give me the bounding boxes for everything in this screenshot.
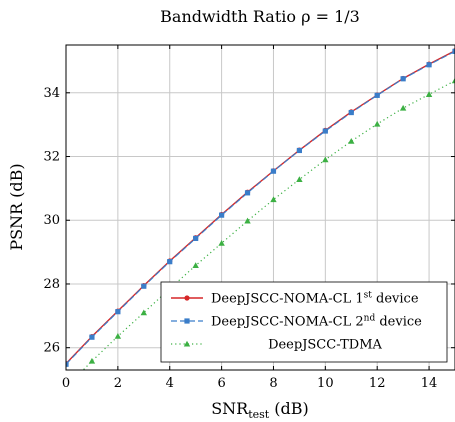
series-3-marker — [348, 138, 355, 144]
series-2-marker — [115, 309, 121, 315]
x-tick-label: 6 — [217, 376, 225, 391]
x-axis-label-unit: (dB) — [269, 399, 309, 418]
series-2-marker — [374, 92, 380, 98]
y-tick-label: 30 — [43, 213, 60, 228]
x-tick-label: 10 — [317, 376, 334, 391]
legend-entry-3: DeepJSCC-TDMA — [171, 338, 383, 353]
series-2-marker — [219, 212, 225, 218]
series-3-marker — [374, 120, 381, 127]
legend: DeepJSCC-NOMA-CL 1st deviceDeepJSCC-NOMA… — [160, 281, 448, 363]
y-tick-label: 28 — [43, 277, 60, 292]
series-2-marker — [141, 283, 147, 289]
x-tick-label: 8 — [269, 376, 277, 391]
y-axis-label: PSNR (dB) — [7, 163, 26, 250]
legend-entry-1: DeepJSCC-NOMA-CL 1st device — [171, 291, 419, 307]
series-3-marker — [140, 309, 147, 316]
x-tick-label: 12 — [369, 376, 386, 391]
series-3-marker — [218, 239, 225, 246]
series-2-marker — [167, 259, 173, 265]
series-3-marker — [192, 262, 199, 269]
series-2-marker — [322, 128, 328, 134]
series-2-marker — [270, 168, 277, 174]
legend-entry-2: DeepJSCC-NOMA-CL 2nd device — [171, 314, 422, 330]
series-2-marker — [426, 62, 432, 68]
series-3-marker — [244, 217, 251, 224]
series-2-marker — [193, 235, 199, 242]
legend-label: DeepJSCC-NOMA-CL 2nd device — [211, 314, 422, 330]
series-2-marker — [400, 76, 406, 82]
legend-box — [160, 281, 448, 363]
series-3-marker — [322, 156, 329, 163]
legend-label: DeepJSCC-NOMA-CL 1st device — [211, 291, 419, 307]
legend-label-main: DeepJSCC-NOMA-CL 2 — [211, 315, 364, 330]
series-2-marker — [296, 147, 302, 154]
tick-labels: 0 2 4 6 8 10 12 14 26 28 30 32 34 — [43, 86, 437, 391]
legend-label: DeepJSCC-TDMA — [268, 338, 382, 353]
x-axis-label-main: SNR — [211, 399, 249, 418]
x-axis-label-sub: test — [248, 408, 270, 421]
legend-swatch-marker — [183, 340, 191, 347]
legend-label-tail: device — [372, 292, 419, 307]
series-2-marker — [452, 48, 455, 54]
series-2-line — [66, 50, 455, 365]
legend-label-main: DeepJSCC-TDMA — [268, 338, 382, 353]
series-2-marker — [244, 190, 251, 196]
legend-swatch-marker — [184, 318, 190, 324]
legend-label-tail: device — [375, 315, 422, 330]
series-3-marker — [451, 77, 455, 84]
x-tick-label: 14 — [421, 376, 438, 391]
series-3-marker — [425, 91, 433, 97]
series-group — [66, 48, 455, 370]
series-3-marker — [114, 333, 122, 339]
y-tick-label: 32 — [43, 150, 60, 165]
series-3-marker — [88, 357, 96, 364]
y-tick-label: 26 — [43, 341, 60, 356]
y-tick-label: 34 — [43, 86, 60, 101]
legend-label-main: DeepJSCC-NOMA-CL 1 — [211, 292, 364, 307]
series-2-marker — [89, 334, 95, 340]
series-3-marker — [270, 196, 277, 203]
series-3-marker — [296, 176, 303, 183]
series-2-marker — [348, 109, 354, 116]
series-3-marker — [399, 104, 407, 111]
legend-label-sup: st — [364, 291, 373, 301]
x-axis-label: SNRtest (dB) — [211, 399, 309, 421]
plot-frame — [65, 44, 455, 371]
chart-title: Bandwidth Ratio ρ = 1/3 — [160, 7, 360, 26]
x-tick-label: 4 — [166, 376, 174, 391]
series-2-marker — [66, 361, 69, 367]
legend-swatch-marker — [184, 295, 190, 301]
x-tick-label: 2 — [114, 376, 122, 391]
legend-label-sup: nd — [364, 314, 376, 324]
x-tick-label: 0 — [62, 376, 70, 391]
series-2 — [66, 48, 455, 367]
